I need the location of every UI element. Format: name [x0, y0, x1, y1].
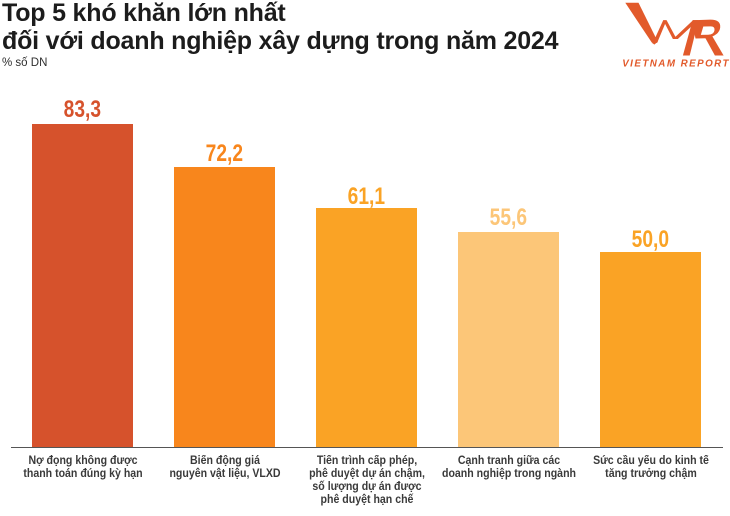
svg-text:VIETNAM REPORT: VIETNAM REPORT [622, 59, 730, 69]
